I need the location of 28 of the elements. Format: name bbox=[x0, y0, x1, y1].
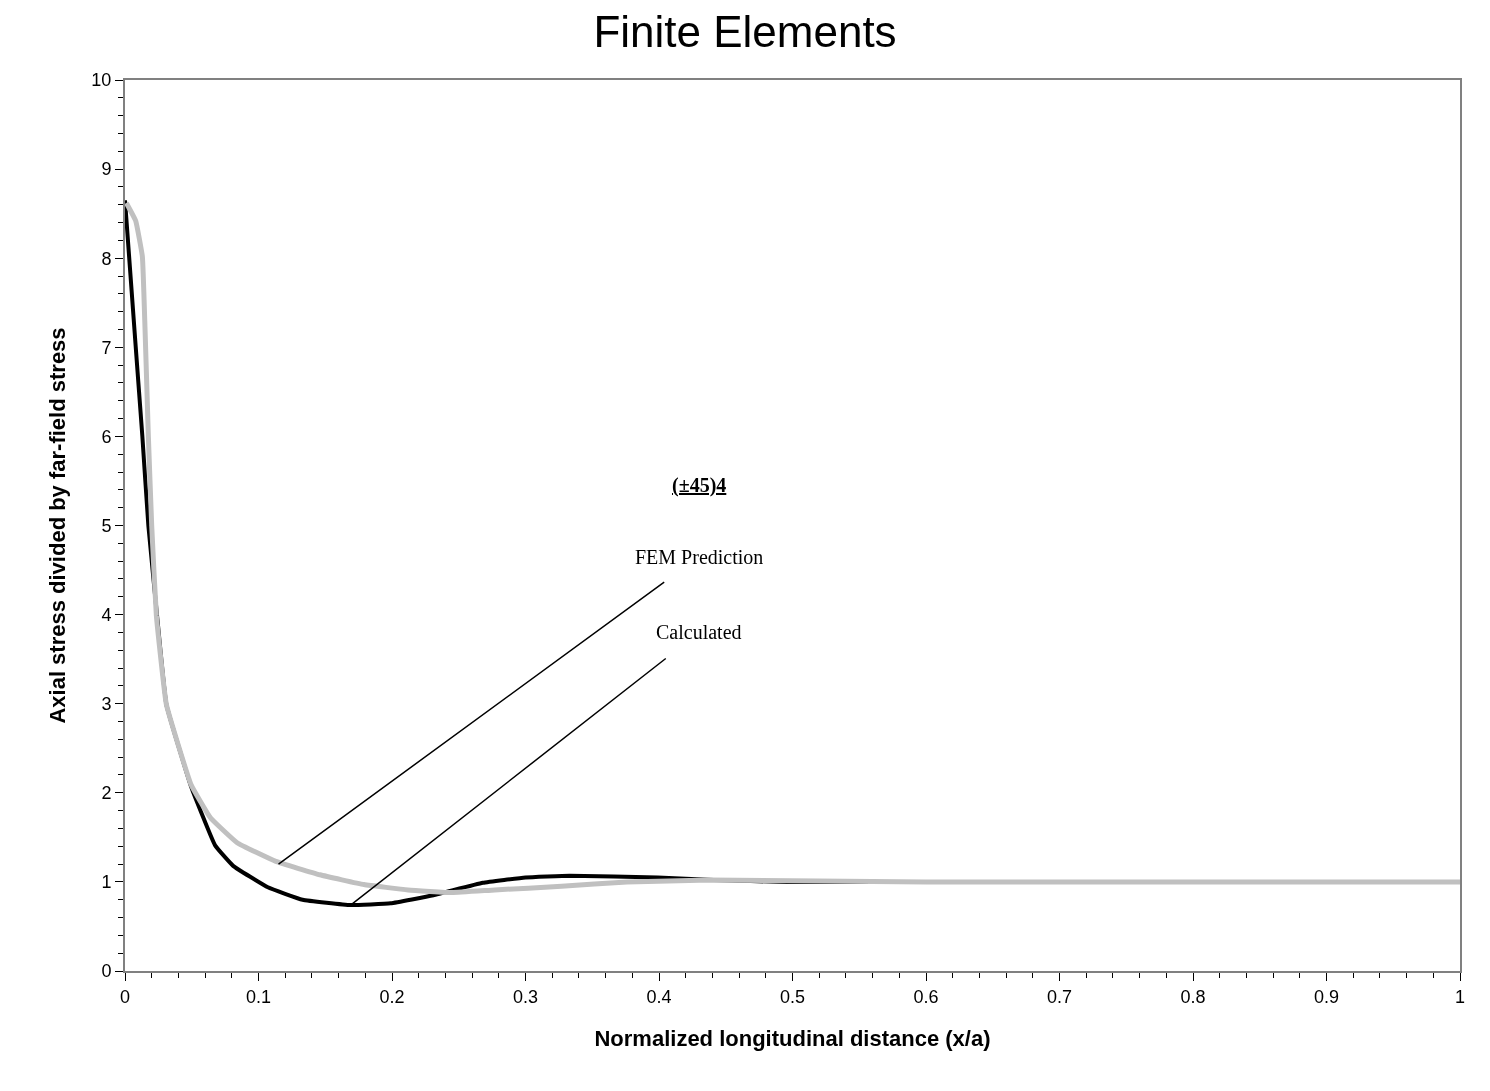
annotation: (±45)4 bbox=[672, 474, 727, 497]
y-tick-label: 5 bbox=[101, 515, 112, 536]
y-axis-title: Axial stress divided by far-field stress bbox=[44, 327, 70, 724]
x-tick-label: 0.2 bbox=[379, 986, 405, 1007]
annotation: Calculated bbox=[656, 621, 742, 643]
y-tick-label: 3 bbox=[101, 694, 112, 714]
y-tick-label: 1 bbox=[101, 872, 112, 893]
annotation: FEM Prediction bbox=[635, 546, 764, 568]
y-tick-label: 9 bbox=[101, 159, 112, 180]
x-tick-label: 0.4 bbox=[646, 986, 672, 1007]
x-tick-label: 0.9 bbox=[1313, 986, 1340, 1007]
x-tick-label: 1 bbox=[1454, 986, 1466, 1007]
y-tick-label: 2 bbox=[101, 783, 112, 804]
x-tick-label: 0 bbox=[119, 986, 131, 1007]
y-tick-label: 7 bbox=[101, 337, 112, 358]
y-tick-label: 6 bbox=[101, 426, 112, 447]
x-tick-label: 0.1 bbox=[245, 986, 272, 1007]
y-tick-label: 4 bbox=[101, 604, 112, 625]
chart-title: Finite Elements bbox=[593, 7, 897, 57]
y-tick-label: 8 bbox=[101, 248, 112, 269]
x-tick-label: 0.3 bbox=[512, 986, 539, 1007]
x-tick-label: 0.6 bbox=[913, 986, 939, 1007]
x-axis-title: Normalized longitudinal distance (x/a) bbox=[594, 1026, 991, 1051]
y-tick-label: 10 bbox=[91, 70, 112, 91]
x-tick-label: 0.7 bbox=[1046, 986, 1073, 1007]
x-tick-label: 0.8 bbox=[1180, 986, 1206, 1007]
y-tick-label: 0 bbox=[101, 961, 112, 982]
x-tick-label: 0.5 bbox=[779, 986, 806, 1007]
